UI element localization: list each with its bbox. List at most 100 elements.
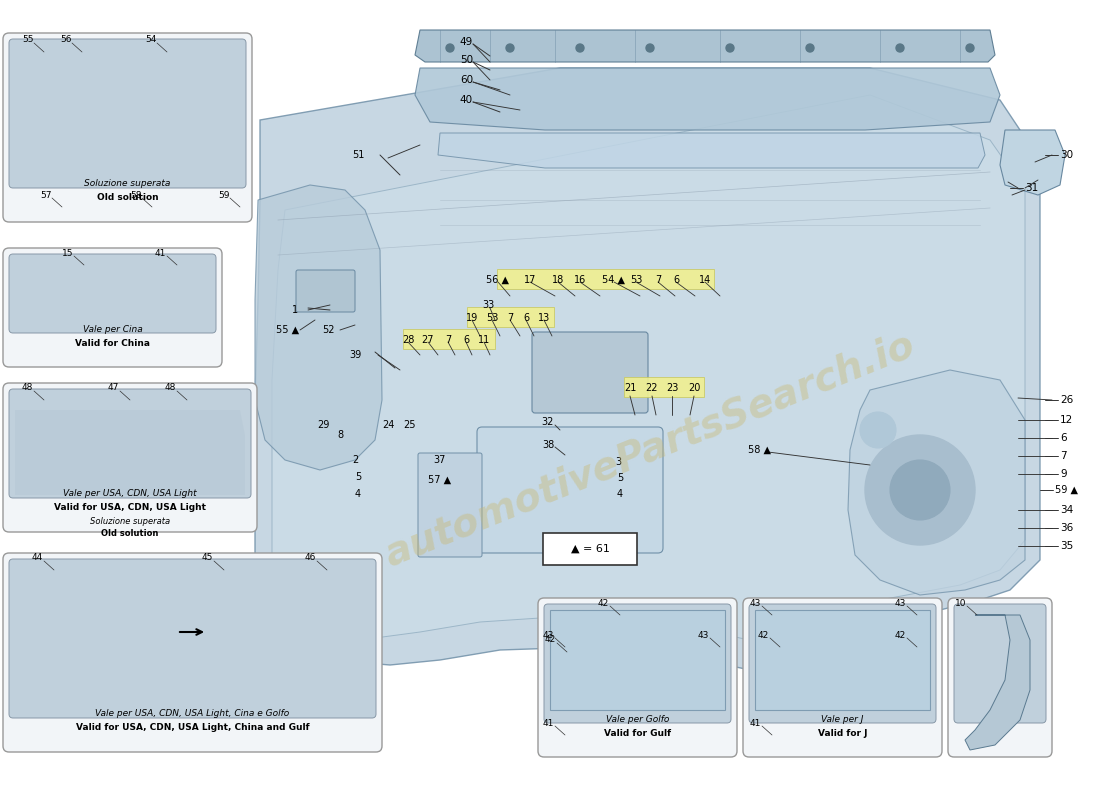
- Text: 27: 27: [421, 335, 434, 345]
- FancyBboxPatch shape: [543, 533, 637, 565]
- Text: 59 ▲: 59 ▲: [1055, 485, 1078, 495]
- Text: 53: 53: [486, 313, 498, 323]
- Text: 12: 12: [1060, 415, 1074, 425]
- Polygon shape: [15, 410, 245, 495]
- Text: Soluzione superata: Soluzione superata: [85, 179, 170, 189]
- Polygon shape: [1000, 130, 1065, 195]
- Text: 38: 38: [542, 440, 554, 450]
- Polygon shape: [415, 30, 996, 62]
- Text: 43: 43: [698, 630, 710, 639]
- Text: Valid for USA, CDN, USA Light, China and Gulf: Valid for USA, CDN, USA Light, China and…: [76, 723, 309, 733]
- Circle shape: [646, 44, 654, 52]
- Text: 34: 34: [1060, 505, 1074, 515]
- Text: 4: 4: [355, 489, 361, 499]
- Text: 41: 41: [543, 718, 554, 727]
- Text: 31: 31: [1025, 183, 1038, 193]
- FancyBboxPatch shape: [9, 389, 251, 498]
- FancyBboxPatch shape: [624, 377, 704, 397]
- Text: Vale per J: Vale per J: [822, 714, 864, 723]
- Text: 7: 7: [444, 335, 451, 345]
- FancyBboxPatch shape: [3, 248, 222, 367]
- Text: 2: 2: [352, 455, 359, 465]
- Text: 57 ▲: 57 ▲: [428, 475, 452, 485]
- Text: 14: 14: [698, 275, 711, 285]
- Text: 43: 43: [750, 598, 761, 607]
- Text: 50: 50: [460, 55, 473, 65]
- Text: 39: 39: [349, 350, 361, 360]
- Text: Old solution: Old solution: [97, 194, 158, 202]
- Text: 7: 7: [1060, 451, 1067, 461]
- FancyBboxPatch shape: [497, 269, 714, 289]
- Polygon shape: [550, 610, 725, 710]
- Text: 52: 52: [321, 325, 334, 335]
- Text: 36: 36: [1060, 523, 1074, 533]
- FancyBboxPatch shape: [9, 39, 246, 188]
- Circle shape: [506, 44, 514, 52]
- Text: 48: 48: [165, 383, 176, 393]
- Text: Valid for J: Valid for J: [817, 729, 867, 738]
- Text: 51: 51: [352, 150, 364, 160]
- Text: 59: 59: [218, 190, 230, 199]
- Text: 9: 9: [1060, 469, 1067, 479]
- Text: 47: 47: [108, 383, 120, 393]
- Text: Vale per USA, CDN, USA Light: Vale per USA, CDN, USA Light: [63, 490, 197, 498]
- Text: 58: 58: [130, 190, 142, 199]
- FancyBboxPatch shape: [544, 604, 732, 723]
- Text: 46: 46: [305, 554, 317, 562]
- FancyBboxPatch shape: [742, 598, 942, 757]
- FancyBboxPatch shape: [468, 307, 554, 327]
- Text: 43: 43: [543, 630, 554, 639]
- Text: 11: 11: [477, 335, 491, 345]
- Polygon shape: [255, 68, 1040, 680]
- Text: 5: 5: [355, 472, 361, 482]
- Text: 56 ▲: 56 ▲: [486, 275, 509, 285]
- Text: Old solution: Old solution: [101, 530, 158, 538]
- Polygon shape: [755, 610, 930, 710]
- FancyBboxPatch shape: [538, 598, 737, 757]
- Text: 57: 57: [40, 190, 52, 199]
- Text: 48: 48: [22, 383, 33, 393]
- Text: 7: 7: [654, 275, 661, 285]
- Text: 32: 32: [542, 417, 554, 427]
- FancyBboxPatch shape: [532, 332, 648, 413]
- Text: 49: 49: [460, 37, 473, 47]
- Text: 42: 42: [598, 598, 609, 607]
- Text: 22: 22: [646, 383, 658, 393]
- Circle shape: [446, 44, 454, 52]
- Text: 28: 28: [402, 335, 415, 345]
- FancyBboxPatch shape: [418, 453, 482, 557]
- Circle shape: [806, 44, 814, 52]
- Text: 3: 3: [615, 457, 622, 467]
- Text: 10: 10: [955, 598, 967, 607]
- Text: 58 ▲: 58 ▲: [748, 445, 771, 455]
- Text: 29: 29: [317, 420, 329, 430]
- Text: 54: 54: [145, 35, 156, 45]
- Text: 7: 7: [507, 313, 513, 323]
- Text: 44: 44: [32, 554, 43, 562]
- Text: Vale per USA, CDN, USA Light, Cina e Golfo: Vale per USA, CDN, USA Light, Cina e Gol…: [96, 710, 289, 718]
- Text: 56: 56: [60, 35, 72, 45]
- Text: 60: 60: [460, 75, 473, 85]
- Text: ▲ = 61: ▲ = 61: [571, 544, 609, 554]
- Text: 8: 8: [337, 430, 343, 440]
- Text: 6: 6: [673, 275, 679, 285]
- Text: 26: 26: [1060, 395, 1074, 405]
- Text: 55: 55: [22, 35, 33, 45]
- Text: 33: 33: [482, 300, 494, 310]
- Text: 16: 16: [574, 275, 586, 285]
- Text: automotivePartsSearch.io: automotivePartsSearch.io: [379, 326, 921, 574]
- FancyBboxPatch shape: [948, 598, 1052, 757]
- FancyBboxPatch shape: [749, 604, 936, 723]
- Text: 54 ▲: 54 ▲: [603, 275, 626, 285]
- Text: Soluzione superata: Soluzione superata: [90, 518, 170, 526]
- Text: 18: 18: [552, 275, 564, 285]
- FancyBboxPatch shape: [3, 383, 257, 532]
- Circle shape: [576, 44, 584, 52]
- Circle shape: [890, 460, 950, 520]
- Text: 4: 4: [617, 489, 623, 499]
- Text: 43: 43: [895, 598, 906, 607]
- Text: 6: 6: [1060, 433, 1067, 443]
- Text: 42: 42: [544, 635, 557, 645]
- Polygon shape: [255, 185, 382, 470]
- Circle shape: [896, 44, 904, 52]
